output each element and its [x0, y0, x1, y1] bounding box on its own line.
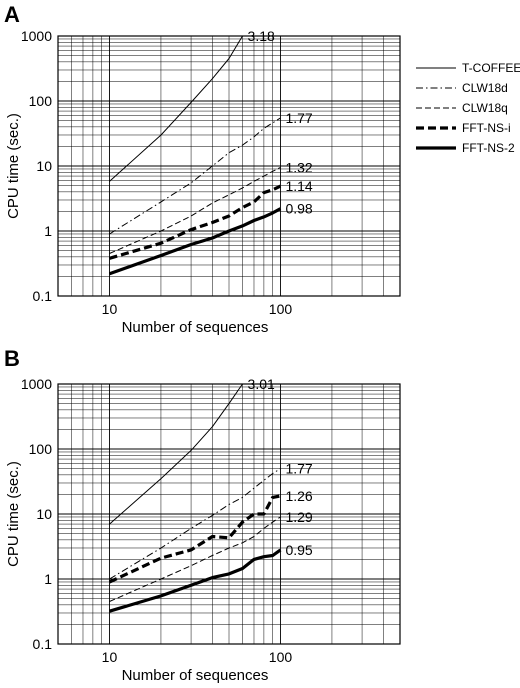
panel-b-grid	[58, 384, 400, 644]
panel-a-x-tick-label: 10	[102, 301, 118, 317]
legend-label-t-coffee: T-COFFEE	[462, 61, 520, 75]
panel-b-x-axis-label: Number of sequences	[122, 667, 269, 684]
panel-b-y-axis-label: CPU time (sec.)	[5, 461, 22, 567]
panel-a-series	[110, 36, 281, 274]
panel-a-y-tick-label: 1000	[21, 28, 52, 44]
panel-b-end-label-clw18d: 1.77	[285, 461, 312, 477]
panel-a-line-t-coffee	[110, 36, 243, 181]
panel-b-line-t-coffee	[110, 384, 243, 524]
panel-a-y-ticks: 0.1 1 10 100 1000	[21, 28, 52, 304]
legend-entry-clw18d: CLW18d	[416, 81, 508, 95]
panel-b-line-clw18d	[110, 469, 281, 579]
panel-a-line-fft-ns-i	[110, 186, 281, 258]
panel-b-letter: B	[4, 346, 20, 371]
panel-a: A 0.1 1 10 100 1000 10 100 Number of seq…	[4, 2, 400, 336]
panel-b-y-tick-label: 0.1	[33, 636, 53, 652]
legend-entry-fft-ns-2: FFT-NS-2	[416, 141, 515, 155]
legend-label-clw18d: CLW18d	[462, 81, 508, 95]
panel-a-letter: A	[4, 2, 20, 27]
panel-b-y-tick-label: 1000	[21, 376, 52, 392]
panel-a-end-label-fft-ns-i: 1.14	[285, 178, 312, 194]
legend-label-fft-ns-i: FFT-NS-i	[462, 121, 511, 135]
panel-a-x-tick-label: 100	[269, 301, 293, 317]
panel-b-line-fft-ns-i	[110, 496, 281, 582]
legend-entry-clw18q: CLW18q	[416, 101, 508, 115]
panel-a-y-tick-label: 0.1	[33, 288, 53, 304]
panel-b-y-tick-label: 1	[44, 571, 52, 587]
panel-b-end-label-fft-ns-i: 1.26	[285, 488, 312, 504]
panel-a-end-label-clw18d: 1.77	[285, 110, 312, 126]
panel-a-end-label-clw18q: 1.32	[285, 159, 312, 175]
panel-b-end-label-clw18q: 1.29	[285, 509, 312, 525]
panel-b-end-label-t-coffee: 3.01	[248, 376, 275, 392]
panel-b-y-ticks: 0.1 1 10 100 1000	[21, 376, 52, 652]
panel-b-line-fft-ns-2	[110, 550, 281, 611]
panel-b-y-tick-label: 100	[29, 441, 53, 457]
panel-b-x-tick-label: 100	[269, 649, 293, 665]
panel-a-y-tick-label: 1	[44, 223, 52, 239]
legend-entry-t-coffee: T-COFFEE	[416, 61, 520, 75]
panel-a-x-ticks: 10 100	[102, 301, 293, 317]
panel-b-x-tick-label: 10	[102, 649, 118, 665]
legend-label-clw18q: CLW18q	[462, 101, 508, 115]
panel-a-end-label-t-coffee: 3.18	[248, 28, 275, 44]
legend-entry-fft-ns-i: FFT-NS-i	[416, 121, 511, 135]
legend: T-COFFEE CLW18d CLW18q FFT-NS-i FFT-NS-2	[416, 61, 520, 155]
legend-label-fft-ns-2: FFT-NS-2	[462, 141, 515, 155]
panel-b-y-tick-label: 10	[36, 506, 52, 522]
panel-a-x-axis-label: Number of sequences	[122, 319, 269, 336]
panel-a-end-label-fft-ns-2: 0.98	[285, 201, 312, 217]
panel-a-y-tick-label: 10	[36, 158, 52, 174]
panel-b: B 0.1 1 10 100 1000 10 100 Number of seq…	[4, 346, 400, 684]
panel-a-y-tick-label: 100	[29, 93, 53, 109]
panel-a-y-axis-label: CPU time (sec.)	[5, 113, 22, 219]
panel-b-end-label-fft-ns-2: 0.95	[285, 542, 312, 558]
panel-b-x-ticks: 10 100	[102, 649, 293, 665]
